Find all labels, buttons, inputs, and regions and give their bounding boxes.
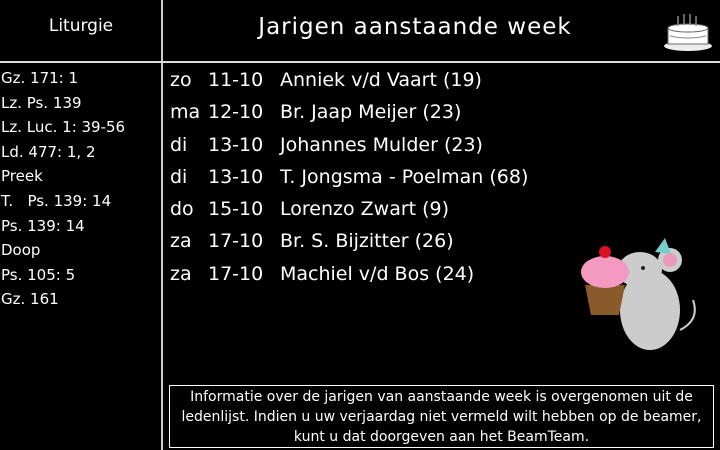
birthday-cake-icon [664, 14, 712, 51]
birthday-date: 17-10 [208, 262, 264, 285]
birthday-day: di [170, 133, 188, 156]
birthday-day: do [170, 198, 194, 221]
birthday-day: za [170, 230, 192, 253]
page-title: Jarigen aanstaande week [258, 14, 572, 40]
birthday-row: di 13-10 T. Jongsma - Poelman (68) [170, 161, 528, 193]
info-note: Informatie over de jarigen van aanstaand… [169, 385, 714, 448]
liturgy-item: Gz. 171: 1 [1, 69, 79, 87]
birthday-name: Br. S. Bijzitter (26) [280, 230, 454, 253]
liturgy-list: Gz. 171: 1 Lz. Ps. 139 Lz. Luc. 1: 39-56… [1, 66, 125, 312]
liturgy-title: Liturgie [48, 16, 114, 36]
birthday-day: ma [170, 101, 201, 124]
birthday-date: 13-10 [208, 133, 264, 156]
liturgy-item: Preek [1, 167, 43, 186]
liturgy-item: Ld. 477: 1, 2 [1, 142, 96, 161]
birthday-day: za [170, 262, 192, 285]
birthday-row: do 15-10 Lorenzo Zwart (9) [170, 193, 528, 225]
liturgy-item: Doop [1, 241, 41, 260]
horizontal-divider [0, 61, 720, 63]
birthday-date: 11-10 [208, 69, 264, 91]
birthday-row: ma 12-10 Br. Jaap Meijer (23) [170, 96, 528, 128]
birthday-name: T. Jongsma - Poelman (68) [280, 165, 529, 188]
liturgy-item: Gz. 161 [1, 290, 59, 309]
birthday-name: Br. Jaap Meijer (23) [280, 101, 462, 124]
birthday-name: Anniek v/d Vaart (19) [280, 69, 482, 91]
birthday-date: 17-10 [208, 230, 264, 253]
birthday-date: 13-10 [208, 165, 264, 188]
birthday-name: Lorenzo Zwart (9) [280, 198, 450, 221]
liturgy-item: Lz. Ps. 139 [1, 93, 82, 112]
liturgy-item: T. Ps. 139: 14 [1, 191, 112, 210]
birthday-day: di [170, 165, 188, 188]
liturgy-item: Ps. 105: 5 [1, 265, 76, 284]
birthday-list: zo 11-10 Anniek v/d Vaart (19) ma 12-10 Br. J… [170, 64, 528, 290]
birthday-date: 12-10 [208, 101, 264, 124]
birthday-row: za 17-10 Br. S. Bijzitter (26) [170, 225, 528, 257]
birthday-row: zo 11-10 Anniek v/d Vaart (19) [170, 64, 528, 96]
birthday-row: di 13-10 Johannes Mulder (23) [170, 129, 528, 161]
birthday-day: zo [170, 69, 192, 91]
birthday-name: Machiel v/d Bos (24) [280, 262, 475, 285]
vertical-divider [161, 0, 163, 450]
liturgy-item: Lz. Luc. 1: 39-56 [1, 118, 126, 137]
birthday-date: 15-10 [208, 198, 264, 221]
birthday-row: za 17-10 Machiel v/d Bos (24) [170, 258, 528, 290]
mouse-with-cupcake-illustration [581, 238, 696, 350]
birthday-name: Johannes Mulder (23) [280, 133, 483, 156]
liturgy-item: Ps. 139: 14 [1, 216, 85, 235]
